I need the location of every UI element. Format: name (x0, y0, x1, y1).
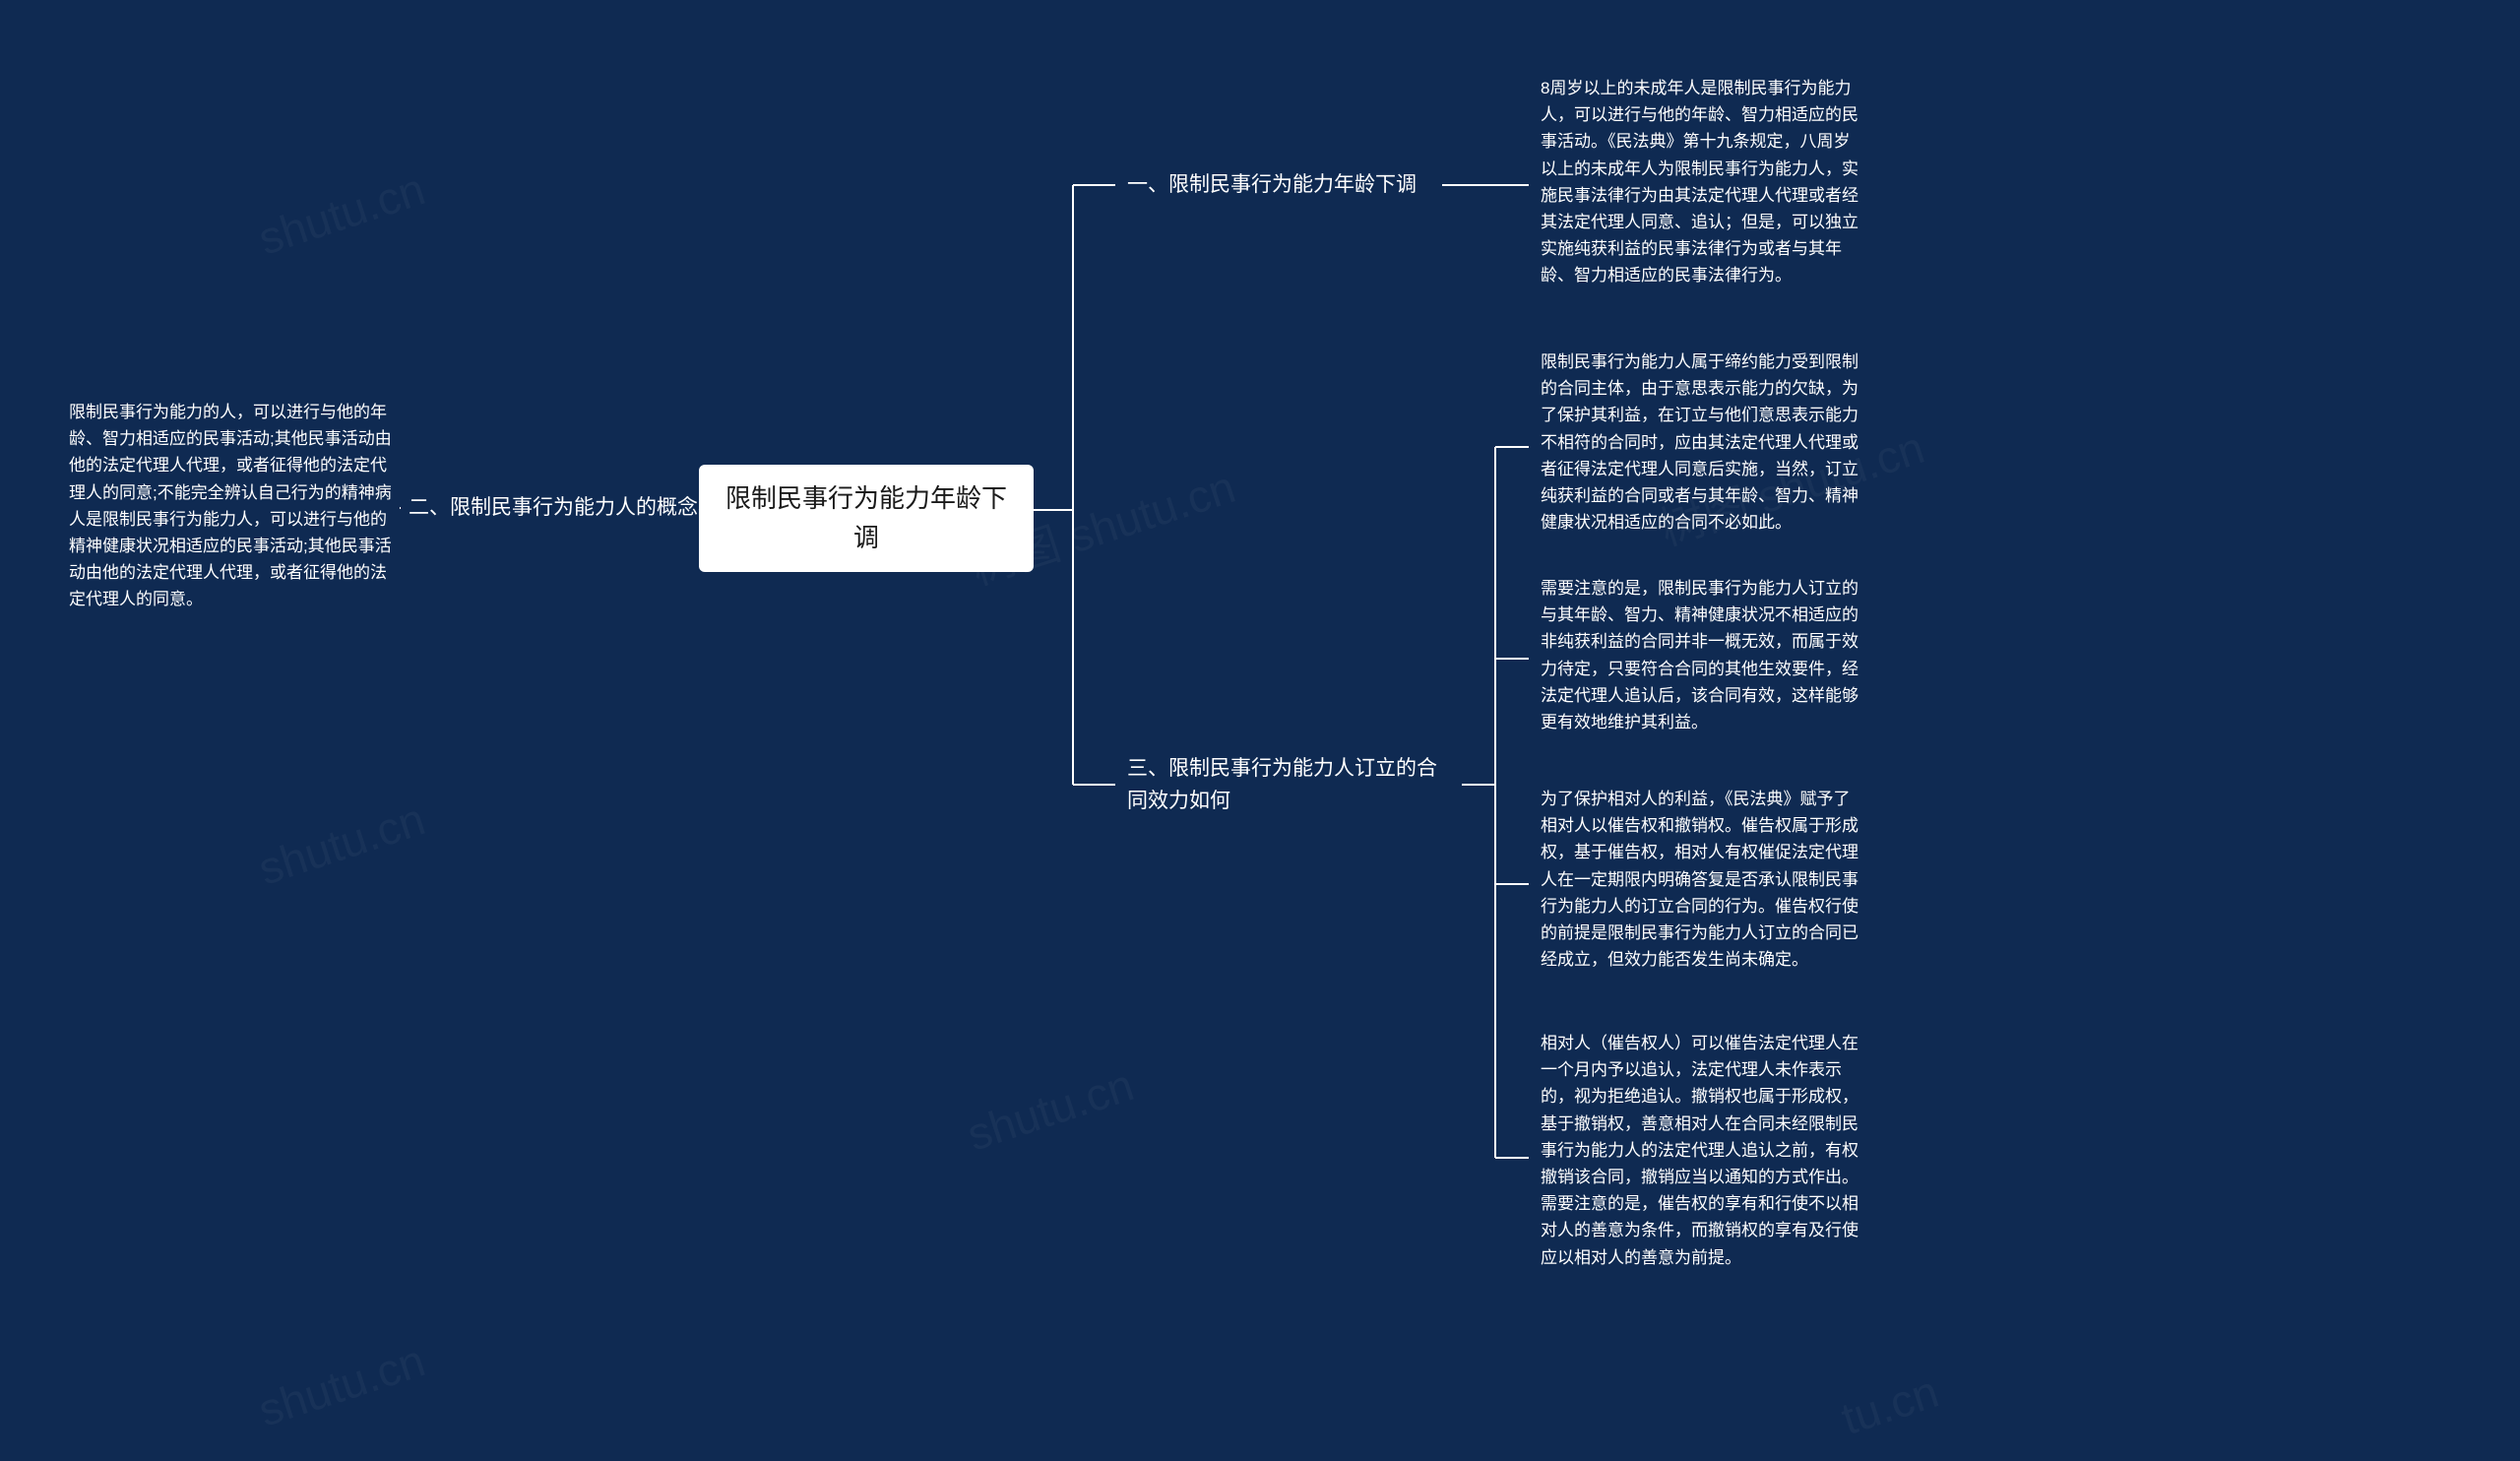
branch-right-2-leaf-4: 相对人（催告权人）可以催告法定代理人在一个月内予以追认，法定代理人未作表示的，视… (1541, 1030, 1865, 1271)
watermark: shutu.cn (252, 161, 431, 265)
branch-right-1-title[interactable]: 一、限制民事行为能力年龄下调 (1127, 169, 1442, 202)
watermark: shutu.cn (961, 1057, 1140, 1161)
watermark: tu.cn (1835, 1365, 1945, 1445)
root-node[interactable]: 限制民事行为能力年龄下 调 (699, 465, 1034, 572)
watermark: shutu.cn (252, 792, 431, 895)
branch-left-leaf: 限制民事行为能力的人，可以进行与他的年龄、智力相适应的民事活动;其他民事活动由他… (69, 399, 394, 613)
mindmap-canvas: 限制民事行为能力年龄下 调 二、限制民事行为能力人的概念 限制民事行为能力的人，… (0, 0, 2520, 1461)
watermark: shutu.cn (252, 1333, 431, 1436)
branch-left-title[interactable]: 二、限制民事行为能力人的概念 (409, 492, 724, 525)
branch-right-2-leaf-1: 限制民事行为能力人属于缔约能力受到限制的合同主体，由于意思表示能力的欠缺，为了保… (1541, 349, 1865, 536)
branch-right-2-leaf-3: 为了保护相对人的利益，《民法典》赋予了相对人以催告权和撤销权。催告权属于形成权，… (1541, 786, 1865, 973)
branch-right-2-leaf-2: 需要注意的是，限制民事行为能力人订立的与其年龄、智力、精神健康状况不相适应的非纯… (1541, 575, 1865, 735)
branch-right-1-leaf-1: 8周岁以上的未成年人是限制民事行为能力人，可以进行与他的年龄、智力相适应的民事活… (1541, 75, 1865, 289)
connectors-layer (0, 0, 2520, 1461)
branch-right-2-title[interactable]: 三、限制民事行为能力人订立的合 同效力如何 (1127, 753, 1462, 817)
